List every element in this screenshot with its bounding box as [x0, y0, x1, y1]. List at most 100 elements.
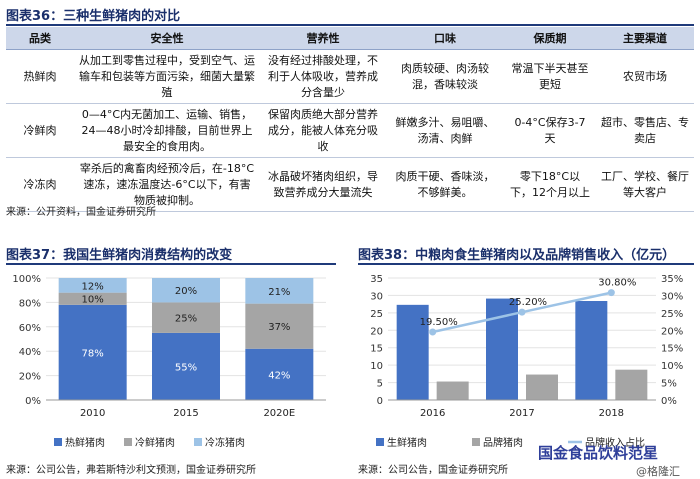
fig36-source: 来源：公开资料，国金证券研究所: [6, 207, 156, 218]
table-cell: 0-4°C保存3-7天: [504, 103, 596, 158]
legend-swatch: [376, 438, 384, 446]
y2-tick-label: 5%: [661, 379, 677, 390]
bar-segment: [152, 302, 220, 333]
table-row: 冷冻肉 宰杀后的禽畜肉经预冷后，在-18°C速冻，速冻温度达-6°C以下，有害物…: [6, 157, 694, 212]
col-header: 安全性: [74, 27, 260, 50]
x-tick-label: 2017: [509, 408, 534, 419]
x-tick-label: 2020E: [263, 408, 295, 419]
legend-label: 品牌收入占比: [585, 436, 645, 449]
table-cell: 肉质较硬、肉汤较混，香味较淡: [386, 49, 504, 104]
fig37-source: 来源：公司公告，弗若斯特沙利文预测，国金证券研究所: [6, 465, 256, 476]
table-header-row: 品类 安全性 营养性 口味 保质期 主要渠道: [6, 27, 694, 50]
line-point: [429, 328, 437, 336]
bar: [575, 301, 608, 400]
table-cell: 农贸市场: [596, 49, 694, 104]
y2-tick-label: 15%: [661, 344, 683, 355]
data-label: 19.50%: [420, 317, 458, 328]
legend-label: 冷冻猪肉: [205, 436, 245, 449]
fig36-title: 图表36：三种生鲜猪肉的对比: [6, 9, 181, 24]
data-label: 78%: [82, 348, 104, 359]
bar-segment: [245, 348, 314, 400]
table-cell: 零下18°C以下，12个月以上: [504, 157, 596, 212]
data-label: 10%: [82, 295, 104, 306]
fig37-title-rule: [6, 263, 336, 265]
bar-segment: [152, 332, 220, 400]
bar-segment: [58, 304, 127, 400]
table-cell: 工厂、学校、餐厅等大客户: [596, 157, 694, 212]
y-tick-label: 0: [377, 396, 383, 407]
bar-segment: [58, 278, 127, 293]
legend-swatch: [124, 438, 132, 446]
col-header: 口味: [386, 27, 504, 50]
table-cell: 鲜嫩多汁、易咀嚼、汤清、肉鲜: [386, 103, 504, 158]
fig36-title-rule: [6, 24, 694, 26]
legend-swatch: [472, 438, 480, 446]
fig38-title-rule: [358, 263, 694, 265]
table-row: 热鲜肉 从加工到零售过程中，受到空气、运输车和包装等方面污染，细菌大量繁殖 没有…: [6, 49, 694, 104]
table-cell: 肉质干硬、香味淡，不够鲜美。: [386, 157, 504, 212]
table-row: 冷鲜肉 0—4°C内无菌加工、运输、销售，24—48小时冷却排酸，目前世界上最安…: [6, 103, 694, 158]
data-label: 20%: [175, 286, 197, 297]
fig37-title: 图表37：我国生鲜猪肉消费结构的改变: [6, 248, 233, 263]
table-cell: 冷冻肉: [6, 157, 74, 212]
fig38-title: 图表38：中粮肉食生鲜猪肉以及品牌销售收入（亿元）: [358, 248, 676, 263]
bar-segment: [152, 278, 220, 303]
table-cell: 热鲜肉: [6, 49, 74, 104]
col-header: 营养性: [260, 27, 386, 50]
y-tick-label: 30: [370, 291, 383, 302]
x-tick-label: 2016: [420, 408, 445, 419]
watermark-handle: @格隆汇: [636, 465, 680, 478]
legend-swatch: [194, 438, 202, 446]
x-tick-label: 2018: [599, 408, 624, 419]
y2-tick-label: 25%: [661, 309, 683, 320]
comparison-table: 品类 安全性 营养性 口味 保质期 主要渠道 热鲜肉 从加工到零售过程中，受到空…: [6, 27, 694, 212]
x-tick-label: 2015: [173, 408, 198, 419]
y-tick-label: 20: [370, 326, 383, 337]
y-tick-label: 10: [370, 361, 383, 372]
table-cell: 超市、零售店、专卖店: [596, 103, 694, 158]
y-tick-label: 15: [370, 344, 383, 355]
x-tick-label: 2010: [80, 408, 105, 419]
legend-swatch: [54, 438, 62, 446]
legend-label: 热鲜猪肉: [65, 436, 105, 449]
y-tick-label: 0%: [25, 396, 41, 407]
y-tick-label: 20%: [19, 372, 41, 383]
bar: [436, 381, 469, 400]
col-header: 保质期: [504, 27, 596, 50]
data-label: 55%: [175, 362, 197, 373]
y-tick-label: 35: [370, 274, 383, 285]
data-label: 25.20%: [509, 297, 547, 308]
data-label: 25%: [175, 314, 197, 325]
y2-tick-label: 0%: [661, 396, 677, 407]
y-tick-label: 5: [377, 379, 383, 390]
data-label: 37%: [268, 322, 290, 333]
y-tick-label: 80%: [19, 298, 41, 309]
watermark-text: 国金食品饮料范星: [538, 444, 659, 462]
table-cell: 没有经过排酸处理，不利于人体吸收，营养成分含量少: [260, 49, 386, 104]
legend-label: 生鲜猪肉: [387, 436, 427, 449]
y2-tick-label: 35%: [661, 274, 683, 285]
data-label: 30.80%: [598, 278, 636, 289]
combo-bar-line-chart: 0 5 10 15 20 25 30 35 0% 5% 10% 15% 20% 25% 30% 35% 2016…: [370, 274, 683, 449]
y-tick-label: 40%: [19, 347, 41, 358]
legend-label: 冷鲜猪肉: [135, 436, 175, 449]
stacked-bar-chart: 0% 20% 40% 60% 80% 100% 78% 10% 12% 2010 55% 25% 20%…: [12, 274, 326, 449]
data-label: 21%: [268, 287, 290, 298]
table-cell: 冰晶破坏猪肉组织，导致营养成分大量流失: [260, 157, 386, 212]
table-cell: 保留肉质绝大部分营养成分，能被人体充分吸收: [260, 103, 386, 158]
bar: [526, 374, 558, 400]
col-header: 品类: [6, 27, 74, 50]
y-tick-label: 60%: [19, 323, 41, 334]
bar-segment: [245, 278, 314, 304]
y-tick-label: 25: [370, 309, 383, 320]
y2-tick-label: 30%: [661, 291, 683, 302]
bar: [615, 369, 648, 400]
bar-segment: [245, 303, 314, 349]
data-label: 42%: [268, 370, 290, 381]
table-cell: 宰杀后的禽畜肉经预冷后，在-18°C速冻，速冻温度达-6°C以下，有害物质被抑制…: [74, 157, 260, 212]
fig38-source: 来源：公司公告，国金证券研究所: [358, 465, 508, 476]
table-cell: 冷鲜肉: [6, 103, 74, 158]
legend-label: 品牌猪肉: [483, 436, 523, 449]
table-cell: 0—4°C内无菌加工、运输、销售，24—48小时冷却排酸，目前世界上最安全的食用…: [74, 103, 260, 158]
y2-tick-label: 10%: [661, 361, 683, 372]
